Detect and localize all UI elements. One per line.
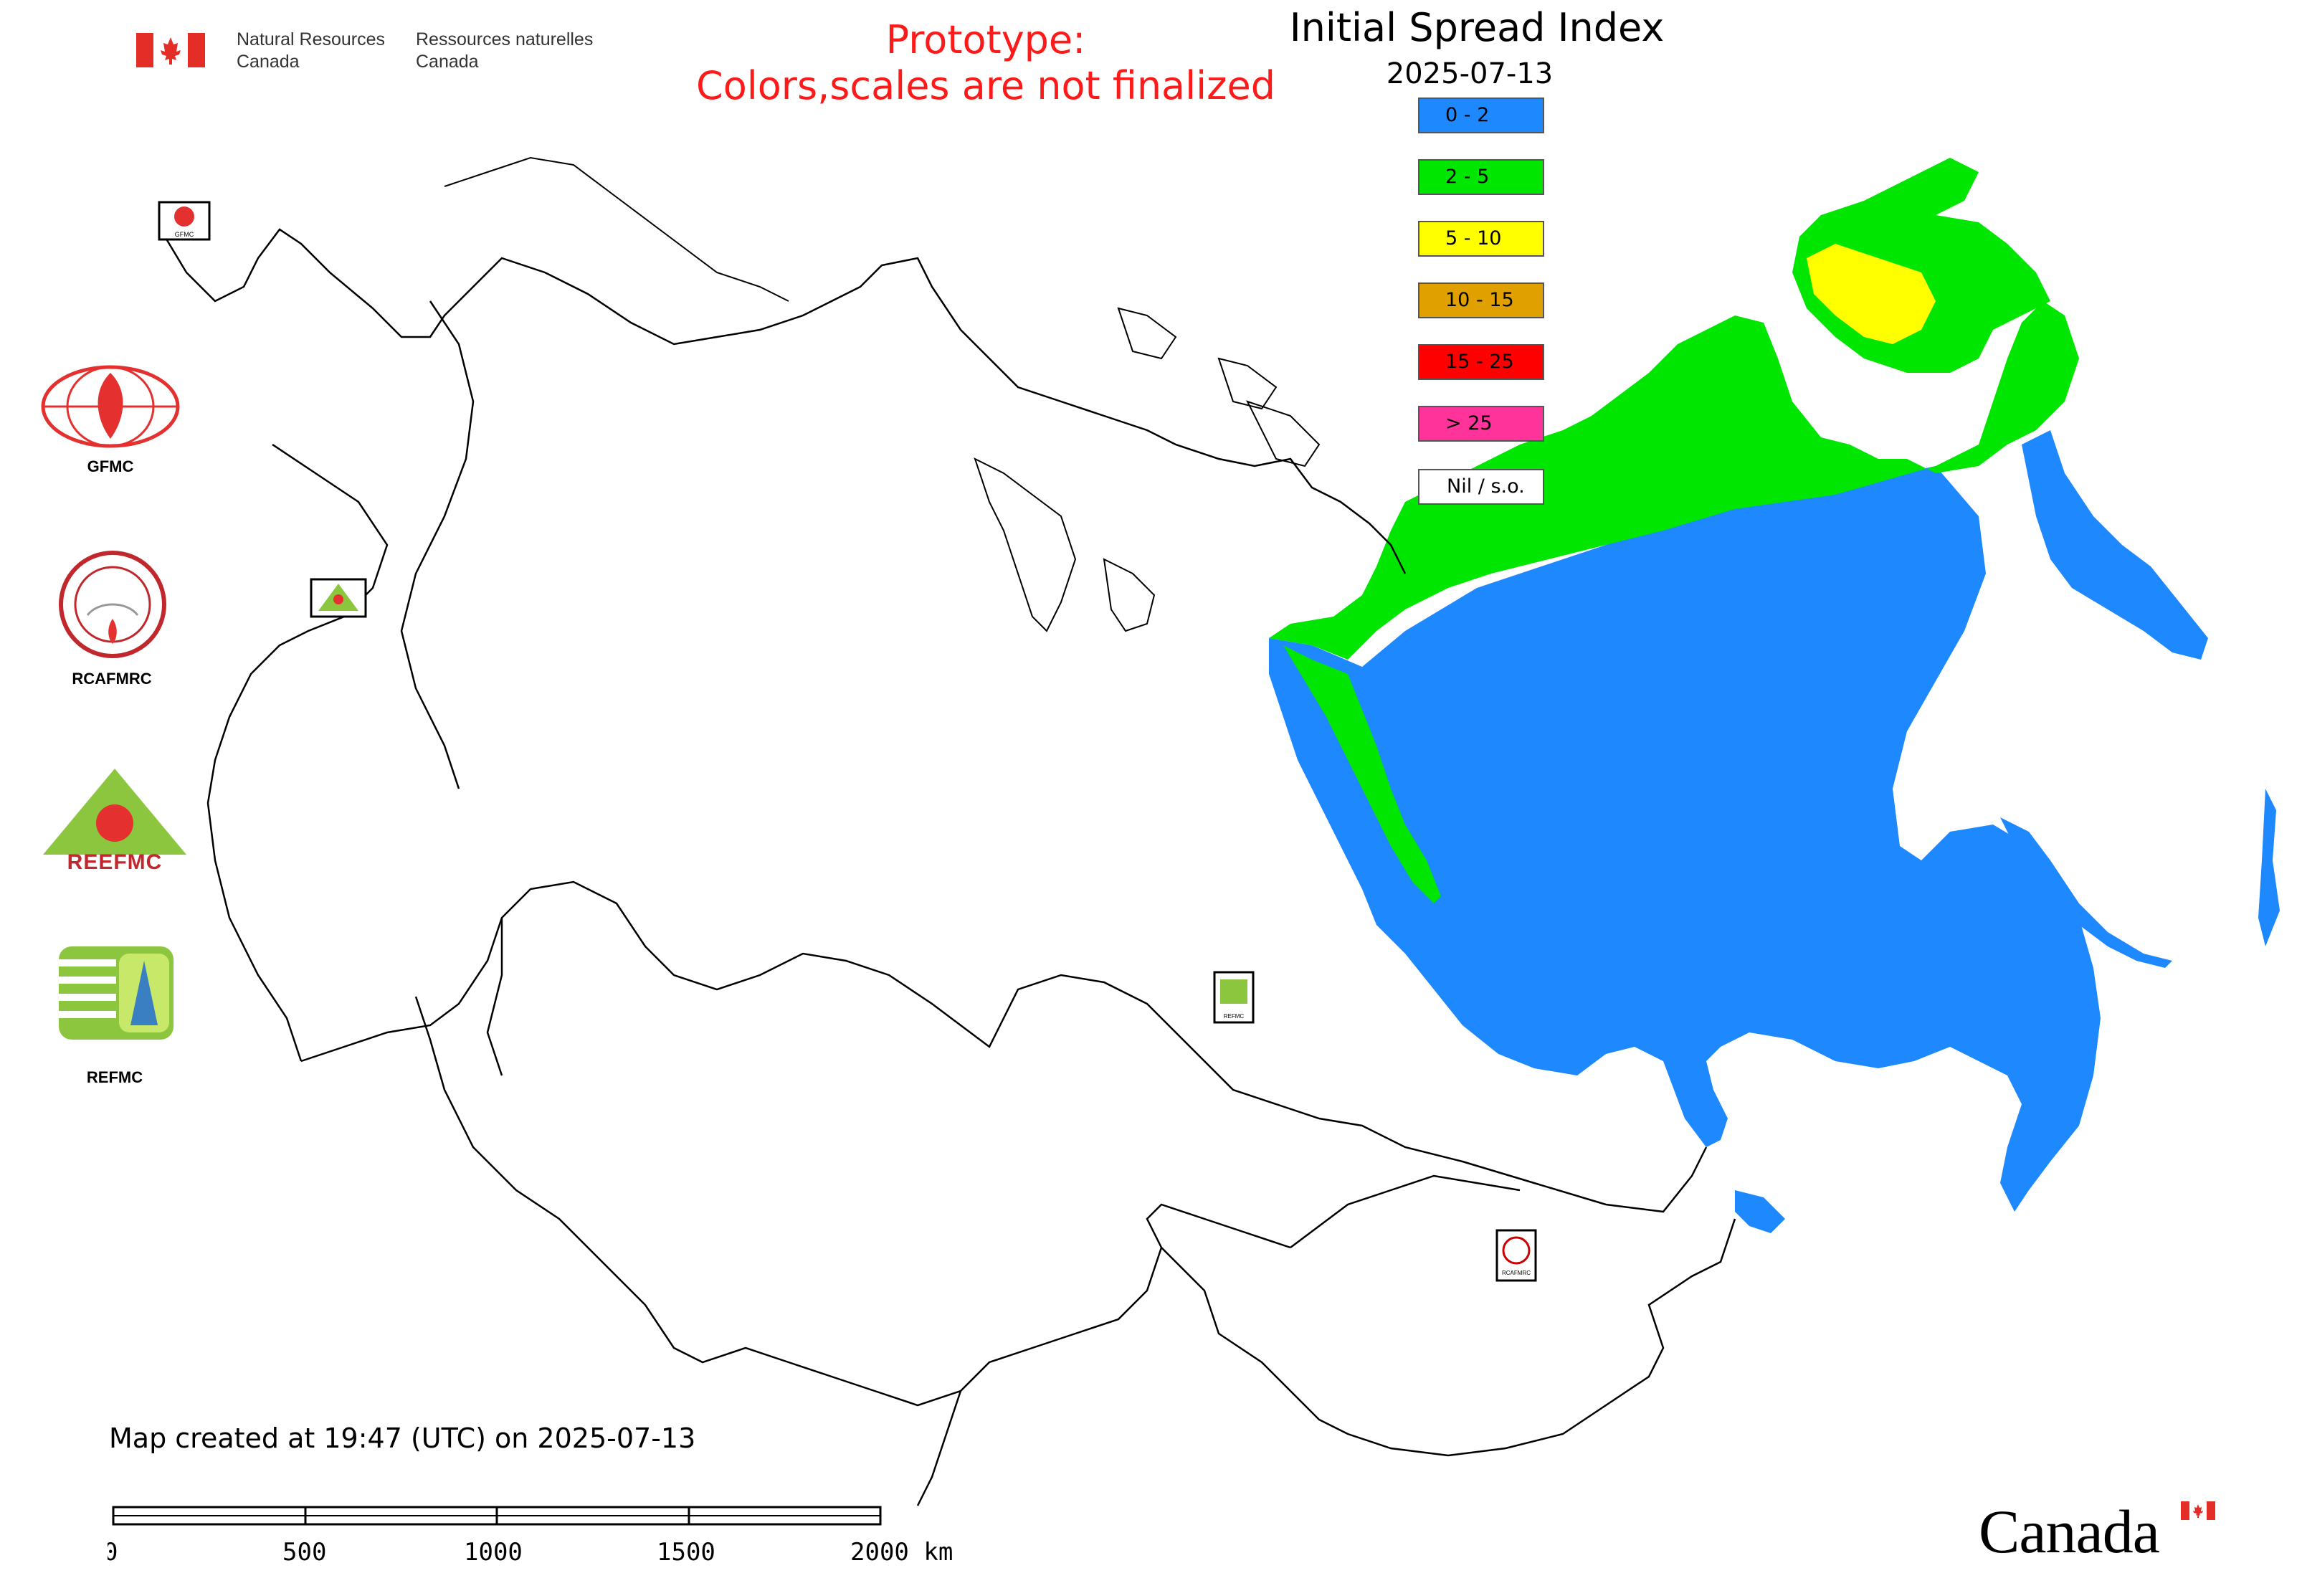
- legend-item: 15 - 25: [1418, 344, 1544, 380]
- prototype-line2: Colors,scales are not finalized: [696, 63, 1275, 108]
- legend-item: > 25: [1418, 406, 1544, 442]
- isi-area-0-2: [1735, 1190, 1785, 1233]
- refmc-label: REFMC: [86, 1068, 143, 1086]
- legend-item: 10 - 15: [1418, 282, 1544, 318]
- svg-text:REFMC: REFMC: [1224, 1013, 1245, 1020]
- reefmc-logo: [43, 769, 186, 868]
- country-outlines: [163, 228, 1736, 1506]
- legend-item: 5 - 10: [1418, 221, 1544, 257]
- scale-tick-label: 2000 km: [850, 1538, 953, 1567]
- map-date: 2025-07-13: [1386, 57, 1554, 90]
- map-logo-refmc: REFMC: [1213, 971, 1255, 1024]
- isi-area-2-5: [1283, 645, 1441, 903]
- dept-name-en-line2: Canada: [237, 52, 300, 72]
- canada-wordmark-text: Canada: [1979, 1497, 2160, 1566]
- map-logo-reefmc: [310, 578, 367, 618]
- legend-item: Nil / s.o.: [1418, 469, 1544, 505]
- prototype-line1: Prototype:: [885, 17, 1086, 62]
- gfmc-label: GFMC: [87, 457, 134, 475]
- isi-area-0-2: [2258, 789, 2280, 946]
- map-title: Initial Spread Index: [1289, 5, 1665, 50]
- prototype-notice: Prototype: Colors,scales are not finaliz…: [645, 17, 1326, 109]
- map-logo-rcafmrc: RCAFMRC: [1495, 1229, 1537, 1282]
- scale-tick-label: 0: [108, 1538, 118, 1567]
- svg-text:GFMC: GFMC: [175, 231, 194, 238]
- isi-area-0-2: [2000, 817, 2172, 968]
- scale-bar: 0 500 1000 1500 2000 km: [108, 1506, 953, 1567]
- refmc-logo: [59, 946, 173, 1040]
- nrcan-signature: Natural Resources Canada Ressources natu…: [136, 27, 624, 77]
- isi-fill-layer: [1269, 158, 2280, 1233]
- scale-tick-label: 1500: [657, 1538, 715, 1567]
- canada-flag-icon: [136, 33, 205, 67]
- isi-area-0-2: [2022, 430, 2208, 660]
- rcafmrc-label: RCAFMRC: [72, 670, 152, 688]
- scale-tick-label: 500: [282, 1538, 326, 1567]
- dept-name-fr-line2: Canada: [416, 52, 479, 72]
- isi-area-0-2: [1269, 466, 2101, 1212]
- dept-name-en-line1: Natural Resources: [237, 29, 386, 49]
- map-created-timestamp: Map created at 19:47 (UTC) on 2025-07-13: [109, 1422, 696, 1454]
- dept-name-fr-line1: Ressources naturelles: [416, 29, 594, 49]
- scale-tick-label: 1000: [464, 1538, 523, 1567]
- gfmc-logo: [41, 365, 180, 448]
- map-logo-gfmc: GFMC: [158, 201, 211, 241]
- rcafmrc-logo: [59, 551, 166, 658]
- canada-wordmark: Canada: [1979, 1496, 2230, 1567]
- svg-text:RCAFMRC: RCAFMRC: [1502, 1270, 1531, 1276]
- reefmc-label: REEFMC: [67, 850, 163, 874]
- isi-area-5-10: [1807, 244, 1936, 344]
- legend-item: 2 - 5: [1418, 159, 1544, 195]
- dept-name-fr: Ressources naturelles Canada: [416, 29, 593, 73]
- coastlines: [444, 156, 1321, 632]
- dept-name-en: Natural Resources Canada: [237, 29, 385, 73]
- legend-item: 0 - 2: [1418, 98, 1544, 133]
- isi-area-2-5: [1269, 301, 2079, 660]
- canada-wordmark-flag-icon: [2181, 1501, 2215, 1520]
